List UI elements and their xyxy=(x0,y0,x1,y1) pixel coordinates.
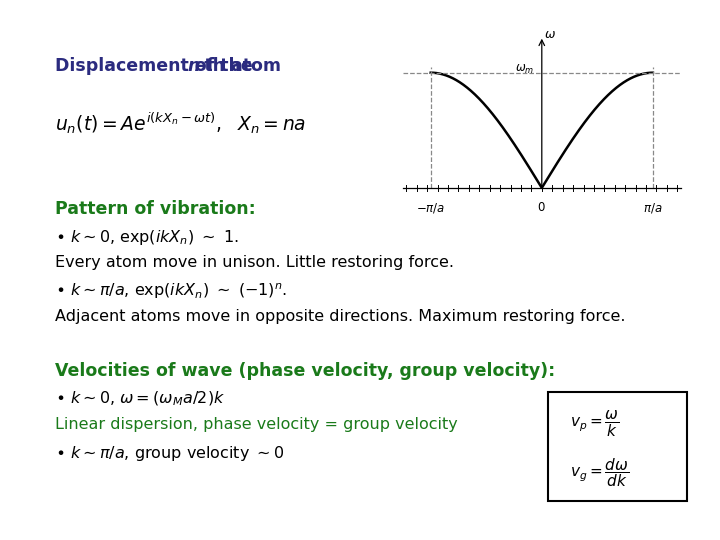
Text: n: n xyxy=(187,57,199,75)
Text: Velocities of wave (phase velocity, group velocity):: Velocities of wave (phase velocity, grou… xyxy=(55,362,556,380)
Text: $\bullet\ k \sim \pi/a$, group velocity $\sim 0$: $\bullet\ k \sim \pi/a$, group velocity … xyxy=(55,444,284,463)
FancyBboxPatch shape xyxy=(548,392,687,502)
Text: $0$: $0$ xyxy=(538,200,546,213)
Text: Adjacent atoms move in opposite directions. Maximum restoring force.: Adjacent atoms move in opposite directio… xyxy=(55,309,626,324)
Text: $u_n(t) = Ae^{i(kX_n-\omega t)},\ \ X_n = na$: $u_n(t) = Ae^{i(kX_n-\omega t)},\ \ X_n … xyxy=(55,111,307,136)
Text: $\bullet\ k \sim 0$, exp($ikX_n$) $\sim$ 1.: $\bullet\ k \sim 0$, exp($ikX_n$) $\sim$… xyxy=(55,228,240,247)
Text: Pattern of vibration:: Pattern of vibration: xyxy=(55,200,256,218)
Text: Displacement of the: Displacement of the xyxy=(55,57,259,75)
Text: $\omega_m$: $\omega_m$ xyxy=(515,63,534,76)
Text: $v_g = \dfrac{d\omega}{dk}$: $v_g = \dfrac{d\omega}{dk}$ xyxy=(570,456,629,489)
Text: -th atom: -th atom xyxy=(197,57,282,75)
Text: Linear dispersion, phase velocity = group velocity: Linear dispersion, phase velocity = grou… xyxy=(55,417,458,432)
Text: $\pi/a$: $\pi/a$ xyxy=(643,200,662,214)
Text: $-\pi/a$: $-\pi/a$ xyxy=(416,200,446,214)
Text: $\omega$: $\omega$ xyxy=(544,28,556,41)
Text: $\bullet\ k \sim \pi/a$, exp($ikX_n$) $\sim$ $(-1)^n$.: $\bullet\ k \sim \pi/a$, exp($ikX_n$) $\… xyxy=(55,282,288,301)
Text: $v_p = \dfrac{\omega}{k}$: $v_p = \dfrac{\omega}{k}$ xyxy=(570,410,620,440)
Text: Every atom move in unison. Little restoring force.: Every atom move in unison. Little restor… xyxy=(55,255,454,270)
Text: $\bullet\ k \sim 0$, $\omega = (\omega_M a/2)k$: $\bullet\ k \sim 0$, $\omega = (\omega_M… xyxy=(55,390,225,408)
